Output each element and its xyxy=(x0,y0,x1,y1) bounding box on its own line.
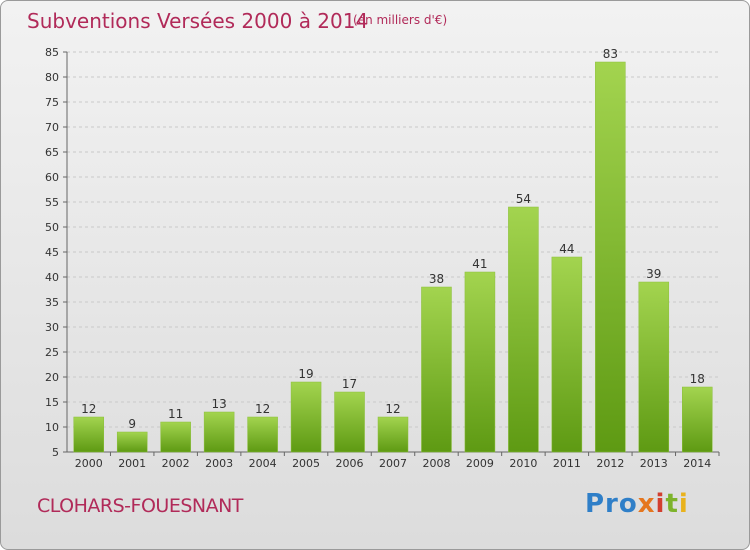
bar-2002 xyxy=(160,421,191,453)
x-tick-label: 2008 xyxy=(422,457,450,470)
x-tick-label: 2007 xyxy=(379,457,407,470)
y-tick-label: 5 xyxy=(52,446,59,459)
y-tick-label: 80 xyxy=(45,71,59,84)
data-label-2010: 54 xyxy=(516,192,531,206)
data-label-2009: 41 xyxy=(472,257,487,271)
x-tick-label: 2011 xyxy=(553,457,581,470)
y-tick-label: 60 xyxy=(45,171,59,184)
bars xyxy=(73,61,713,453)
data-label-2014: 18 xyxy=(690,372,705,386)
bar-2013 xyxy=(638,281,670,453)
y-tick-label: 10 xyxy=(45,421,59,434)
y-tick-label: 75 xyxy=(45,96,59,109)
data-label-2012: 83 xyxy=(603,47,618,61)
data-label-2007: 12 xyxy=(385,402,400,416)
data-label-2008: 38 xyxy=(429,272,444,286)
bar-2001 xyxy=(116,431,148,453)
bar-2006 xyxy=(334,391,365,453)
y-tick-label: 35 xyxy=(45,296,59,309)
y-tick-label: 30 xyxy=(45,321,59,334)
bar-2012 xyxy=(595,61,626,453)
x-tick-label: 2014 xyxy=(683,457,711,470)
data-label-2006: 17 xyxy=(342,377,357,391)
x-tick-label: 2001 xyxy=(118,457,146,470)
x-tick-label: 2000 xyxy=(75,457,103,470)
y-tick-label: 40 xyxy=(45,271,59,284)
y-tick-label: 70 xyxy=(45,121,59,134)
y-tick-label: 25 xyxy=(45,346,59,359)
commune-name: CLOHARS-FOUESNANT xyxy=(37,495,243,517)
data-label-2013: 39 xyxy=(646,267,661,281)
y-tick-label: 65 xyxy=(45,146,59,159)
x-tick-label: 2006 xyxy=(336,457,364,470)
data-label-2005: 19 xyxy=(298,367,313,381)
data-label-2000: 12 xyxy=(81,402,96,416)
chart-unit: (en milliers d'€) xyxy=(353,13,448,27)
data-label-2004: 12 xyxy=(255,402,270,416)
y-tick-label: 20 xyxy=(45,371,59,384)
bar-2014 xyxy=(682,386,713,453)
data-labels: 12 9 11 13 12 19 17 12 38 41 54 44 83 39 18 xyxy=(81,47,705,431)
data-label-2003: 13 xyxy=(211,397,226,411)
x-tick-label: 2010 xyxy=(509,457,537,470)
bar-2000 xyxy=(73,416,104,453)
y-tick-label: 15 xyxy=(45,396,59,409)
x-tick-label: 2009 xyxy=(466,457,494,470)
data-label-2002: 11 xyxy=(168,407,183,421)
bar-2008 xyxy=(421,286,452,453)
y-tick-label: 45 xyxy=(45,246,59,259)
y-tick-label: 55 xyxy=(45,196,59,209)
x-tick-label: 2004 xyxy=(249,457,277,470)
bar-2005 xyxy=(290,381,322,453)
bar-2010 xyxy=(508,206,539,453)
data-label-2001: 9 xyxy=(128,417,136,431)
x-tick-label: 2013 xyxy=(640,457,668,470)
x-tick-label: 2005 xyxy=(292,457,320,470)
x-tick-label: 2003 xyxy=(205,457,233,470)
y-tick-label: 50 xyxy=(45,221,59,234)
bar-2011 xyxy=(551,256,583,453)
bar-2003 xyxy=(203,411,235,453)
y-tick-label: 85 xyxy=(45,46,59,59)
bar-2004 xyxy=(247,416,278,453)
bar-2009 xyxy=(464,271,496,453)
proxiti-logo: Proxiti xyxy=(585,489,689,519)
data-label-2011: 44 xyxy=(559,242,574,256)
x-tick-label: 2002 xyxy=(162,457,190,470)
bar-2007 xyxy=(377,416,409,453)
chart-title: Subventions Versées 2000 à 2014 xyxy=(27,9,369,33)
x-tick-label: 2012 xyxy=(596,457,624,470)
